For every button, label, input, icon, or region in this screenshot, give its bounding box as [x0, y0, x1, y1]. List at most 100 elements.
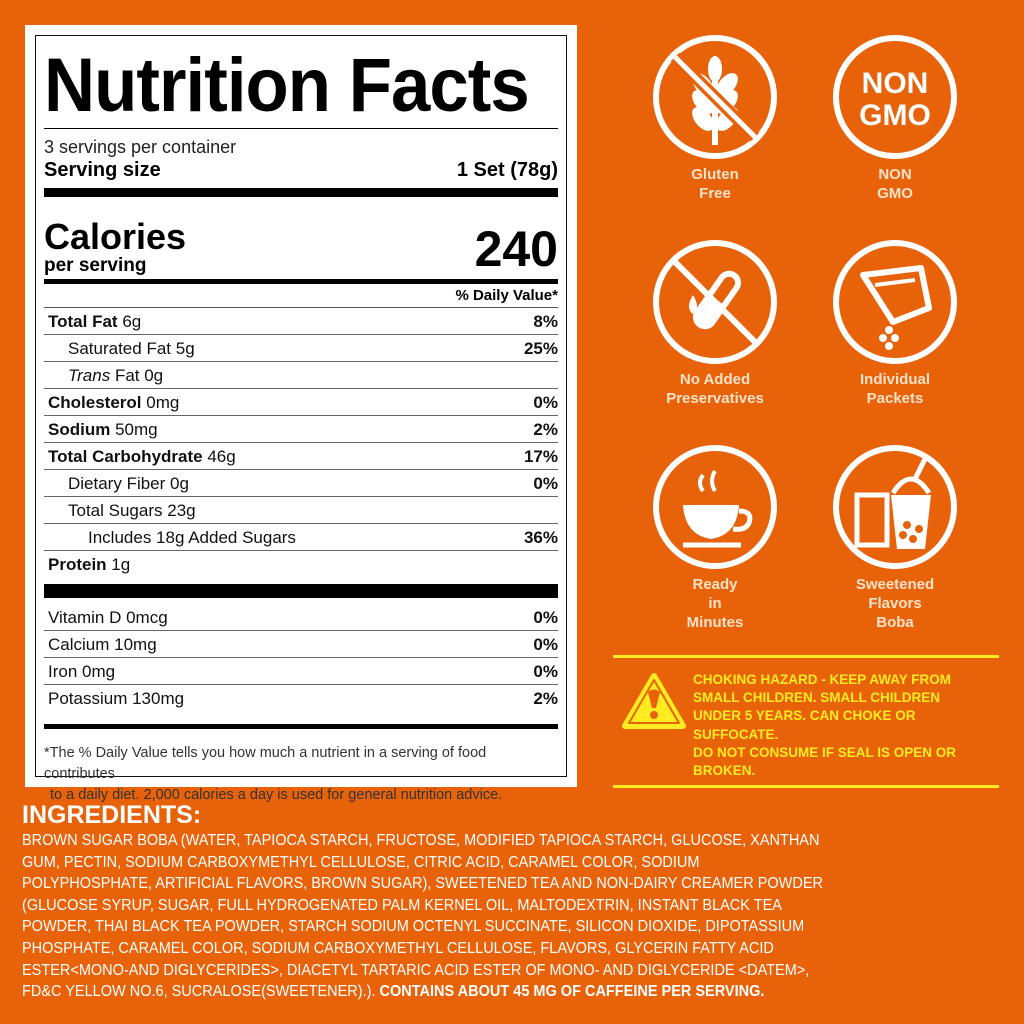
nutrient-row: Protein 1g: [44, 551, 558, 578]
nutrient-label: Total Sugars 23g: [68, 497, 196, 523]
badge-label: No Added Preservatives: [635, 370, 795, 408]
ingredients-line-text: FD&C YELLOW NO.6, SUCRALOSE(SWEETENER).)…: [22, 983, 376, 1001]
thick-divider: [44, 188, 558, 197]
choking-hazard-warning: CHOKING HAZARD - KEEP AWAY FROM SMALL CHI…: [613, 655, 999, 788]
test-tube-crossed-icon: [672, 259, 758, 345]
nutrient-row: Total Fat 6g 8%: [44, 308, 558, 335]
badge-label-line: Free: [699, 185, 731, 202]
warning-line: UNDER 5 YEARS. CAN CHOKE OR: [693, 708, 916, 724]
nutrient-row: Saturated Fat 5g 25%: [44, 335, 558, 362]
nutrient-label: Trans Fat 0g: [68, 362, 163, 388]
nutrient-row: Trans Fat 0g: [44, 362, 558, 389]
ingredients-line: POWDER, THAI BLACK TEA POWDER, STARCH SO…: [22, 918, 805, 936]
nutrient-label: Saturated Fat 5g: [68, 335, 195, 361]
per-serving-label: per serving: [44, 255, 147, 276]
svg-text:NON: NON: [862, 67, 929, 100]
warning-line: BROKEN.: [693, 763, 756, 779]
nutrient-daily-value: 8%: [533, 312, 558, 331]
warning-line: SUFFOCATE.: [693, 726, 779, 742]
badge-boba-cup: [833, 445, 957, 569]
badge-label-line: in: [708, 595, 722, 612]
badge-label: Gluten Free: [635, 165, 795, 203]
warning-triangle-icon: [622, 673, 686, 729]
nutrition-title: Nutrition Facts: [44, 43, 530, 128]
vitamin-daily-value: 0%: [533, 662, 558, 681]
nutrient-label: Dietary Fiber 0g: [68, 470, 189, 496]
badge-label-line: Flavors: [868, 595, 922, 612]
serving-size: Serving size 1 Set (78g): [44, 158, 558, 182]
nutrient-row: Total Carbohydrate 46g 17%: [44, 443, 558, 470]
nutrient-name: Total Sugars: [68, 501, 163, 520]
warning-line: SMALL CHILDREN. SMALL CHILDREN: [693, 690, 940, 706]
nutrient-label: Total Fat 6g: [48, 308, 141, 334]
badge-label-line: Gluten: [691, 166, 739, 183]
nutrient-name: Trans: [68, 366, 111, 385]
serving-size-value: 1 Set (78g): [456, 159, 558, 181]
nutrient-name: Total Carbohydrate: [48, 447, 203, 466]
nutrient-name: Dietary Fiber: [68, 474, 166, 493]
nutrient-row: Total Sugars 23g: [44, 497, 558, 524]
wheat-crossed-icon: [670, 52, 760, 145]
coffee-cup-icon: [683, 469, 753, 548]
nutrient-row: Sodium 50mg 2%: [44, 416, 558, 443]
badge-label: Sweetened Flavors Boba: [815, 575, 975, 632]
nutrient-daily-value: 25%: [523, 339, 558, 358]
badge-label-line: No Added: [679, 371, 751, 388]
badge-label-line: Packets: [866, 390, 924, 407]
nutrient-amount: 46g: [207, 447, 236, 466]
nutrient-amount: 50mg: [115, 420, 158, 439]
nutrient-name: Protein: [48, 555, 107, 574]
vitamin-name: Iron 0mg: [48, 662, 116, 681]
vitamin-row: Iron 0mg 0%: [44, 658, 558, 685]
nutrient-daily-value: 36%: [523, 528, 558, 547]
badge-label: NON GMO: [815, 165, 975, 203]
footnote: *The % Daily Value tells you how much a …: [44, 743, 558, 806]
badge-label-line: Preservatives: [666, 390, 764, 407]
vitamin-name: Potassium 130mg: [48, 689, 185, 708]
badge-label-line: Boba: [876, 614, 914, 631]
boba-cup-icon: [854, 453, 932, 549]
badge-label-line: Ready: [692, 576, 738, 593]
nutrient-name: Total Fat: [48, 312, 118, 331]
badge-non-gmo: NON GMO: [833, 35, 957, 159]
warning-line: DO NOT CONSUME IF SEAL IS OPEN OR: [693, 744, 957, 760]
nutrient-label: Total Carbohydrate 46g: [48, 443, 236, 469]
nutrient-label: Cholesterol 0mg: [48, 389, 179, 415]
badge-label: Ready in Minutes: [635, 575, 795, 632]
footnote-line: to a daily diet. 2,000 calories a day is…: [50, 787, 503, 803]
svg-text:GMO: GMO: [859, 99, 931, 132]
nutrient-daily-value: 0%: [533, 474, 558, 493]
badge-label-line: Individual: [859, 371, 930, 388]
nutrient-amount: 0g: [170, 474, 189, 493]
nutrient-amount: Fat 0g: [114, 366, 164, 385]
daily-value-header: % Daily Value*: [44, 284, 558, 308]
warning-line: CHOKING HAZARD - KEEP AWAY FROM: [693, 672, 952, 687]
nutrition-facts-label: Nutrition Facts 3 servings per container…: [25, 25, 577, 803]
nutrient-daily-value: 2%: [533, 420, 558, 439]
serving-size-label: Serving size: [44, 159, 161, 181]
nutrient-amount: 0mg: [146, 393, 180, 412]
ingredients-line: PHOSPHATE, CARAMEL COLOR, SODIUM CARBOXY…: [22, 939, 774, 957]
ingredients-line: FD&C YELLOW NO.6, SUCRALOSE(SWEETENER).)…: [22, 981, 823, 1003]
ingredients-line: GUM, PECTIN, SODIUM CARBOXYMETHYL CELLUL…: [22, 853, 700, 871]
badge-label-line: GMO: [877, 185, 913, 202]
calories-value: 240: [474, 221, 558, 277]
footnote-line: *The % Daily Value tells you how much a …: [44, 745, 487, 782]
nutrient-amount: 23g: [167, 501, 196, 520]
vitamin-name: Calcium 10mg: [48, 635, 157, 654]
nutrient-daily-value: 0%: [533, 393, 558, 412]
ingredients-line: BROWN SUGAR BOBA (WATER, TAPIOCA STARCH,…: [22, 832, 820, 849]
vitamin-row: Vitamin D 0mcg 0%: [44, 604, 558, 631]
nutrient-label: Includes 18g Added Sugars: [88, 524, 296, 550]
ingredients-line: (GLUCOSE SYRUP, SUGAR, FULL HYDROGENATED…: [22, 896, 782, 914]
calories-label: Calories: [44, 216, 187, 257]
divider: [44, 724, 558, 729]
divider: [44, 279, 558, 284]
badge-coffee-cup: [653, 445, 777, 569]
vitamin-row: Calcium 10mg 0%: [44, 631, 558, 658]
vitamin-name: Vitamin D 0mcg: [48, 608, 168, 627]
vitamin-daily-value: 2%: [533, 689, 558, 708]
vitamin-daily-value: 0%: [533, 635, 558, 654]
nutrient-amount: 5g: [175, 339, 195, 358]
